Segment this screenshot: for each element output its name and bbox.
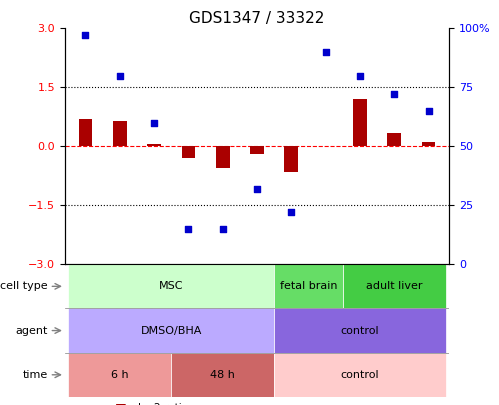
Bar xyxy=(250,146,264,154)
Point xyxy=(150,119,158,126)
Point xyxy=(321,49,329,55)
Point xyxy=(116,72,124,79)
Text: adult liver: adult liver xyxy=(366,281,423,291)
FancyBboxPatch shape xyxy=(68,353,171,397)
FancyBboxPatch shape xyxy=(274,264,343,309)
Text: 6 h: 6 h xyxy=(111,370,129,380)
Text: ■: ■ xyxy=(115,401,127,405)
Point xyxy=(356,72,364,79)
Bar xyxy=(182,146,195,158)
FancyBboxPatch shape xyxy=(68,309,274,353)
Bar xyxy=(113,121,127,146)
FancyBboxPatch shape xyxy=(274,309,446,353)
Text: fetal brain: fetal brain xyxy=(280,281,337,291)
Text: 48 h: 48 h xyxy=(210,370,235,380)
Point xyxy=(219,226,227,232)
FancyBboxPatch shape xyxy=(171,353,274,397)
FancyBboxPatch shape xyxy=(274,353,446,397)
Point xyxy=(253,185,261,192)
Point xyxy=(81,32,89,38)
Text: time: time xyxy=(22,370,48,380)
Point xyxy=(425,108,433,114)
Bar xyxy=(284,146,298,172)
Bar xyxy=(147,144,161,146)
Bar xyxy=(387,132,401,146)
Point xyxy=(390,91,398,98)
Text: cell type: cell type xyxy=(0,281,48,291)
Point xyxy=(287,209,295,215)
Text: log2 ratio: log2 ratio xyxy=(138,403,188,405)
Bar xyxy=(422,142,436,146)
FancyBboxPatch shape xyxy=(343,264,446,309)
Title: GDS1347 / 33322: GDS1347 / 33322 xyxy=(189,11,325,26)
FancyBboxPatch shape xyxy=(68,264,274,309)
Bar xyxy=(216,146,230,168)
Text: MSC: MSC xyxy=(159,281,184,291)
Bar xyxy=(79,119,92,146)
Bar xyxy=(353,99,367,146)
Text: control: control xyxy=(341,370,379,380)
Text: control: control xyxy=(341,326,379,336)
Point xyxy=(184,226,192,232)
Text: agent: agent xyxy=(15,326,48,336)
Text: DMSO/BHA: DMSO/BHA xyxy=(141,326,202,336)
